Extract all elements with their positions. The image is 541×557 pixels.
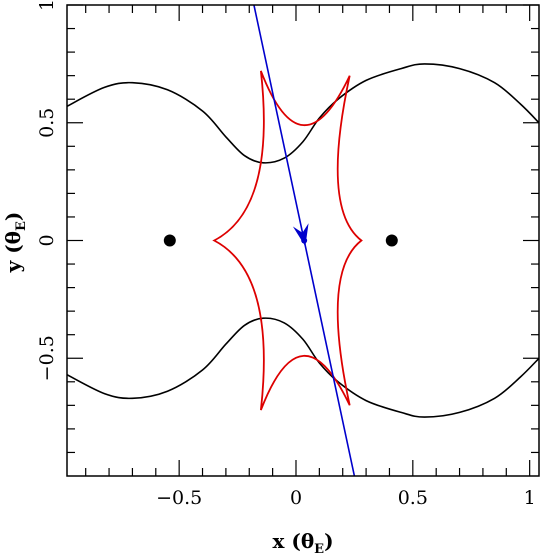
y-tick-label: 0.5 <box>36 108 58 138</box>
caustic-curve <box>212 70 363 411</box>
critical-curve-lower <box>67 317 539 418</box>
x-tick-label: 1 <box>524 487 536 509</box>
x-tick-label: −0.5 <box>156 487 202 509</box>
y-tick-label: 0 <box>36 234 58 246</box>
y-tick-label: 1 <box>36 0 58 11</box>
trajectory-direction-arrow <box>292 223 309 247</box>
y-axis-label: y (θE) <box>1 212 29 274</box>
x-tick-label: 0 <box>290 487 302 509</box>
y-tick-label: −0.5 <box>36 335 58 381</box>
lens-marker-1 <box>163 234 176 247</box>
axis-ticks: −0.5 0 0.5 1 −0.5 0 0.5 1 <box>36 0 539 509</box>
x-axis-label: x (θE) <box>272 529 333 557</box>
critical-curve-upper <box>67 63 539 164</box>
lens-marker-2 <box>385 234 398 247</box>
plot-points <box>163 223 398 247</box>
x-tick-label: 0.5 <box>398 487 428 509</box>
